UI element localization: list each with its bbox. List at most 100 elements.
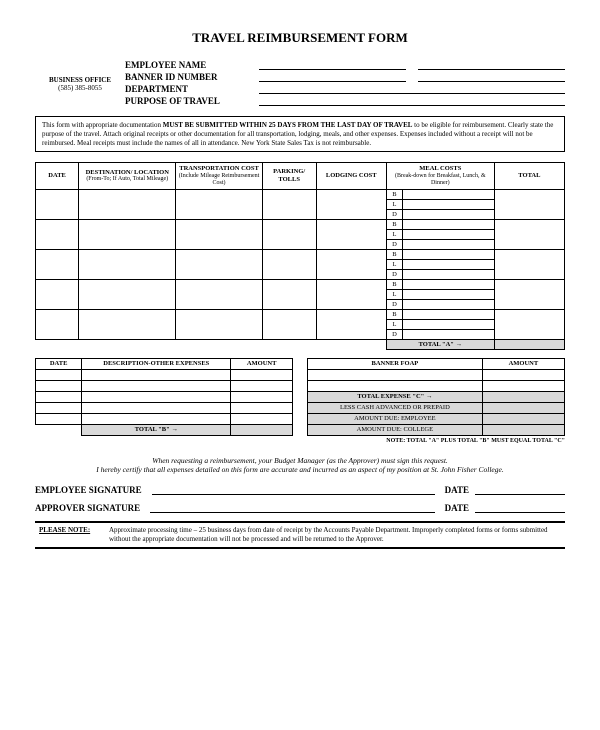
foap-label-less: LESS CASH ADVANCED OR PREPAID bbox=[308, 402, 483, 413]
table-cell[interactable] bbox=[231, 402, 293, 413]
foap-label-total_c: TOTAL EXPENSE "C" → bbox=[308, 391, 483, 402]
table-cell[interactable] bbox=[262, 309, 316, 339]
row-total[interactable] bbox=[494, 249, 564, 279]
table-cell[interactable] bbox=[231, 391, 293, 402]
table-cell[interactable] bbox=[36, 249, 79, 279]
table-cell[interactable] bbox=[316, 249, 386, 279]
table-cell[interactable] bbox=[82, 402, 231, 413]
table-cell[interactable] bbox=[79, 219, 176, 249]
meal-value[interactable] bbox=[403, 229, 495, 239]
table-cell[interactable] bbox=[231, 380, 293, 391]
table-cell[interactable] bbox=[36, 189, 79, 219]
total-b-value[interactable] bbox=[231, 424, 293, 435]
row-total[interactable] bbox=[494, 309, 564, 339]
table-cell[interactable] bbox=[36, 391, 82, 402]
approver-signature-line[interactable] bbox=[150, 503, 435, 513]
meal-value[interactable] bbox=[403, 319, 495, 329]
table-cell[interactable] bbox=[176, 219, 262, 249]
other-expenses-table: DATE DESCRIPTION-OTHER EXPENSES AMOUNT T… bbox=[35, 358, 293, 436]
meal-label: B bbox=[386, 279, 402, 289]
table-cell[interactable] bbox=[176, 279, 262, 309]
employee-date-line[interactable] bbox=[475, 485, 565, 495]
meal-value[interactable] bbox=[403, 329, 495, 339]
meal-value[interactable] bbox=[403, 289, 495, 299]
input-employee-name-2[interactable] bbox=[418, 60, 565, 70]
table-cell[interactable] bbox=[79, 309, 176, 339]
meal-label: D bbox=[386, 209, 402, 219]
meal-value[interactable] bbox=[403, 269, 495, 279]
table-cell[interactable] bbox=[36, 219, 79, 249]
table-cell[interactable] bbox=[316, 219, 386, 249]
table-cell[interactable] bbox=[231, 413, 293, 424]
meal-value[interactable] bbox=[403, 299, 495, 309]
input-purpose[interactable] bbox=[259, 96, 565, 106]
table-cell[interactable] bbox=[308, 380, 483, 391]
table-cell[interactable] bbox=[316, 279, 386, 309]
row-total[interactable] bbox=[494, 219, 564, 249]
table-cell[interactable] bbox=[36, 369, 82, 380]
table-cell[interactable] bbox=[82, 413, 231, 424]
foap-value-less[interactable] bbox=[482, 402, 564, 413]
table-cell[interactable] bbox=[36, 380, 82, 391]
meal-value[interactable] bbox=[403, 239, 495, 249]
table-cell[interactable] bbox=[482, 380, 564, 391]
table-cell[interactable] bbox=[36, 279, 79, 309]
meal-value[interactable] bbox=[403, 279, 495, 289]
approver-signature-label: APPROVER SIGNATURE bbox=[35, 503, 140, 513]
table-cell[interactable] bbox=[82, 391, 231, 402]
table-cell[interactable] bbox=[262, 219, 316, 249]
table-cell[interactable] bbox=[176, 309, 262, 339]
meal-label: D bbox=[386, 299, 402, 309]
foap-col-foap: BANNER FOAP bbox=[308, 358, 483, 369]
input-banner-id-1[interactable] bbox=[259, 72, 406, 82]
row-total[interactable] bbox=[494, 189, 564, 219]
col-lodging: LODGING COST bbox=[316, 163, 386, 189]
input-employee-name-1[interactable] bbox=[259, 60, 406, 70]
table-cell[interactable] bbox=[82, 369, 231, 380]
input-banner-id-2[interactable] bbox=[418, 72, 565, 82]
table-cell[interactable] bbox=[231, 369, 293, 380]
meal-value[interactable] bbox=[403, 249, 495, 259]
notice-box: This form with appropriate documentation… bbox=[35, 116, 565, 152]
col-date: DATE bbox=[36, 163, 79, 189]
label-department: DEPARTMENT bbox=[125, 84, 255, 94]
meal-value[interactable] bbox=[403, 209, 495, 219]
meal-label: B bbox=[386, 249, 402, 259]
employee-date-label: DATE bbox=[445, 485, 469, 495]
meal-label: D bbox=[386, 269, 402, 279]
form-title: TRAVEL REIMBURSEMENT FORM bbox=[35, 30, 565, 46]
table-cell[interactable] bbox=[308, 369, 483, 380]
table-cell[interactable] bbox=[262, 279, 316, 309]
table-cell[interactable] bbox=[316, 189, 386, 219]
foap-value-total_c[interactable] bbox=[482, 391, 564, 402]
table-cell[interactable] bbox=[82, 380, 231, 391]
label-purpose: PURPOSE OF TRAVEL bbox=[125, 96, 255, 106]
input-department[interactable] bbox=[259, 84, 565, 94]
table-cell[interactable] bbox=[36, 309, 79, 339]
table-cell[interactable] bbox=[176, 189, 262, 219]
table-cell[interactable] bbox=[79, 249, 176, 279]
foap-value-due_col[interactable] bbox=[482, 424, 564, 435]
table-cell[interactable] bbox=[262, 189, 316, 219]
foap-value-due_emp[interactable] bbox=[482, 413, 564, 424]
table-cell[interactable] bbox=[176, 249, 262, 279]
meal-value[interactable] bbox=[403, 189, 495, 199]
row-total[interactable] bbox=[494, 279, 564, 309]
approver-date-line[interactable] bbox=[475, 503, 565, 513]
table-cell[interactable] bbox=[36, 413, 82, 424]
col-meals: MEAL COSTS(Break-down for Breakfast, Lun… bbox=[386, 163, 494, 189]
meal-value[interactable] bbox=[403, 219, 495, 229]
total-a-value[interactable] bbox=[494, 339, 564, 349]
table-cell[interactable] bbox=[316, 309, 386, 339]
table-cell[interactable] bbox=[262, 249, 316, 279]
please-note-box: PLEASE NOTE: Approximate processing time… bbox=[35, 521, 565, 549]
col-total: TOTAL bbox=[494, 163, 564, 189]
meal-value[interactable] bbox=[403, 199, 495, 209]
meal-value[interactable] bbox=[403, 309, 495, 319]
table-cell[interactable] bbox=[79, 189, 176, 219]
table-cell[interactable] bbox=[79, 279, 176, 309]
table-cell[interactable] bbox=[36, 402, 82, 413]
meal-value[interactable] bbox=[403, 259, 495, 269]
table-cell[interactable] bbox=[482, 369, 564, 380]
employee-signature-line[interactable] bbox=[152, 485, 435, 495]
